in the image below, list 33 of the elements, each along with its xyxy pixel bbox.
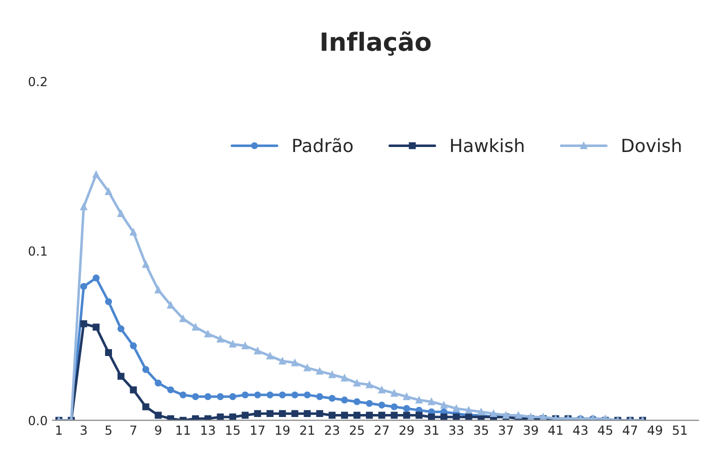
x-tick-label: 27 [374,425,389,435]
x-tick-label: 3 [80,425,87,435]
x-tick-label: 37 [498,425,513,435]
x-tick-label: 41 [548,426,562,435]
x-tick-label: 21 [300,425,314,435]
x-tick-label: 51 [672,426,687,435]
y-tick-label: 0.2 [28,76,47,86]
x-tick-label: 17 [251,426,264,435]
x-tick-label: 5 [106,426,112,435]
x-tick-label: 13 [201,425,215,435]
x-tick-label: 7 [130,426,136,435]
x-tick-label: 43 [573,425,588,435]
x-tick-label: 35 [474,425,488,435]
x-tick-label: 23 [325,425,340,435]
x-tick-label: 19 [276,425,290,435]
x-tick-label: 11 [176,426,190,435]
x-tick-label: 33 [449,425,464,435]
x-tick-label: 47 [622,426,638,435]
y-tick-label: 0.0 [28,416,47,426]
y-tick-label: 0.1 [28,246,47,256]
x-tick-label: 49 [648,425,662,435]
x-tick-label: 1 [56,426,62,435]
x-tick-label: 25 [350,425,364,435]
x-tick-label: 29 [400,425,414,435]
x-tick-label: 9 [155,425,162,435]
x-tick-label: 45 [598,426,612,435]
x-tick-label: 31 [424,425,438,435]
legend-label: Padrão [293,138,353,152]
x-tick-label: 15 [226,426,240,435]
legend-label: Dovish [622,138,681,152]
x-tick-label: 39 [524,425,538,435]
legend-label: Hawkish [451,138,524,152]
chart-title: Inflação [322,31,431,56]
